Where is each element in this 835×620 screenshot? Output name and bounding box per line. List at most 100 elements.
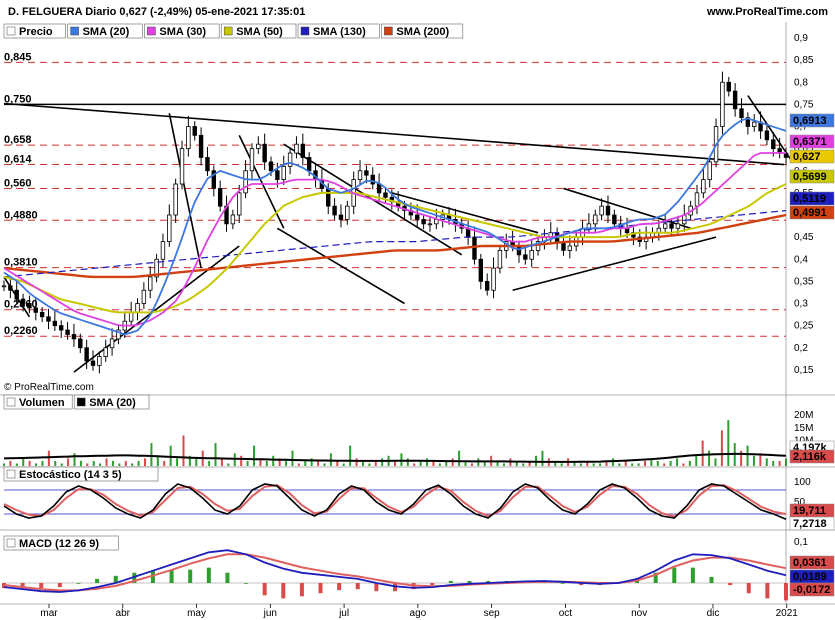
stoch-k-line [3, 483, 787, 520]
candle-body [720, 81, 725, 127]
volume-bar [272, 455, 275, 466]
volume-bar [438, 463, 441, 466]
volume-bar [740, 450, 743, 466]
volume-bar [252, 445, 255, 466]
candle-body [345, 205, 350, 220]
volume-bar [515, 460, 518, 466]
price-legend-swatch [300, 26, 310, 36]
stoch-value-1: 7,2718 [793, 518, 827, 530]
volume-bar [426, 458, 429, 466]
volume-bar [297, 463, 300, 466]
candle-body [205, 157, 210, 172]
volume-bar [765, 458, 768, 466]
candle-body [694, 192, 700, 207]
price-y-tick-14: 0,2 [794, 343, 808, 354]
macd-value-1: 0,0189 [793, 571, 827, 583]
candle-body [90, 360, 96, 366]
volume-bar [35, 463, 38, 466]
volume-bar [406, 458, 409, 466]
candle-body [376, 183, 382, 194]
candle-body [154, 258, 159, 278]
volume-bar [3, 463, 5, 466]
volume-bar [445, 460, 448, 466]
candle-body [198, 134, 204, 158]
price-value-box [789, 205, 835, 220]
stoch-legend-0: Estocástico (14 3 5) [19, 469, 122, 481]
candle-body [14, 289, 19, 300]
volume-bar [752, 455, 755, 466]
volume-bar [118, 463, 121, 466]
volume-bar [394, 460, 396, 466]
volume-bar [41, 460, 44, 466]
macd-histogram-bar [299, 583, 304, 597]
price-legend-3: SMA (50) [236, 26, 283, 38]
candle-body [275, 170, 280, 180]
macd-y-tick-0: 0,1 [794, 537, 808, 548]
candle-body [726, 81, 731, 92]
trend-line [3, 102, 785, 166]
candle-body [294, 143, 299, 154]
candle-body [675, 223, 681, 229]
volume-bar [227, 463, 230, 466]
candle-body [497, 249, 503, 269]
volume-bar [720, 430, 723, 466]
volume-bar [522, 463, 525, 466]
volume-bar [599, 463, 602, 466]
stoch-y-tick-1: 50 [794, 497, 806, 508]
volume-bar [560, 463, 563, 466]
macd-histogram-bar [113, 575, 118, 583]
candle-body [370, 174, 375, 185]
macd-value-box [789, 555, 835, 570]
candle-body [599, 205, 604, 216]
candle-body [326, 188, 331, 207]
candle-body [484, 280, 490, 291]
candle-body [27, 303, 32, 309]
copyright-label: © ProRealTime.com [4, 382, 94, 393]
volume-bar [9, 460, 12, 466]
candle-body [173, 183, 178, 216]
candle-body [605, 205, 611, 216]
site-label[interactable]: www.ProRealTime.com [706, 6, 828, 18]
volume-bar [323, 463, 326, 466]
price-legend-4: SMA (130) [313, 26, 366, 38]
volume-bar [195, 458, 198, 466]
candle-body [230, 214, 236, 225]
level-label-8: 0,2260 [4, 325, 38, 337]
volume-bar [349, 445, 352, 466]
candle-body [593, 214, 598, 225]
volume-bar [413, 463, 416, 466]
price-legend-swatch [147, 26, 156, 36]
volume-bar [336, 460, 339, 466]
macd-legend-swatch [6, 538, 16, 548]
macd-histogram-bar [262, 583, 267, 596]
stoch-legend-swatch [6, 469, 16, 479]
volume-bar [156, 455, 159, 466]
macd-histogram-bar [746, 583, 751, 594]
volume-bar [176, 458, 179, 466]
macd-value-2: -0,0172 [793, 584, 830, 596]
macd-histogram-bar [206, 567, 211, 583]
price-legend-box [3, 23, 66, 39]
macd-histogram-bar [188, 569, 193, 583]
price-value-1: 0,6371 [793, 136, 827, 148]
x-month-7: oct [559, 608, 573, 619]
candle-body [287, 152, 293, 167]
sma30-line [3, 152, 786, 327]
volume-bar [381, 458, 384, 466]
macd-histogram-bar [672, 567, 677, 583]
volume-bar [208, 460, 211, 466]
candle-body [338, 214, 344, 220]
candle-body [529, 249, 534, 260]
volume-bar [79, 460, 82, 466]
price-value-box [789, 113, 835, 128]
volume-bar [124, 460, 127, 466]
macd-histogram-bar [560, 583, 565, 584]
macd-histogram-bar [690, 567, 695, 583]
trend-line [276, 227, 405, 305]
trend-line [747, 95, 794, 163]
volume-bar [464, 460, 467, 466]
macd-value-0: 0,0361 [793, 557, 827, 569]
volume-bar [778, 460, 781, 466]
price-y-tick-3: 0,75 [794, 99, 814, 110]
price-value-4: 0,5119 [793, 193, 826, 205]
